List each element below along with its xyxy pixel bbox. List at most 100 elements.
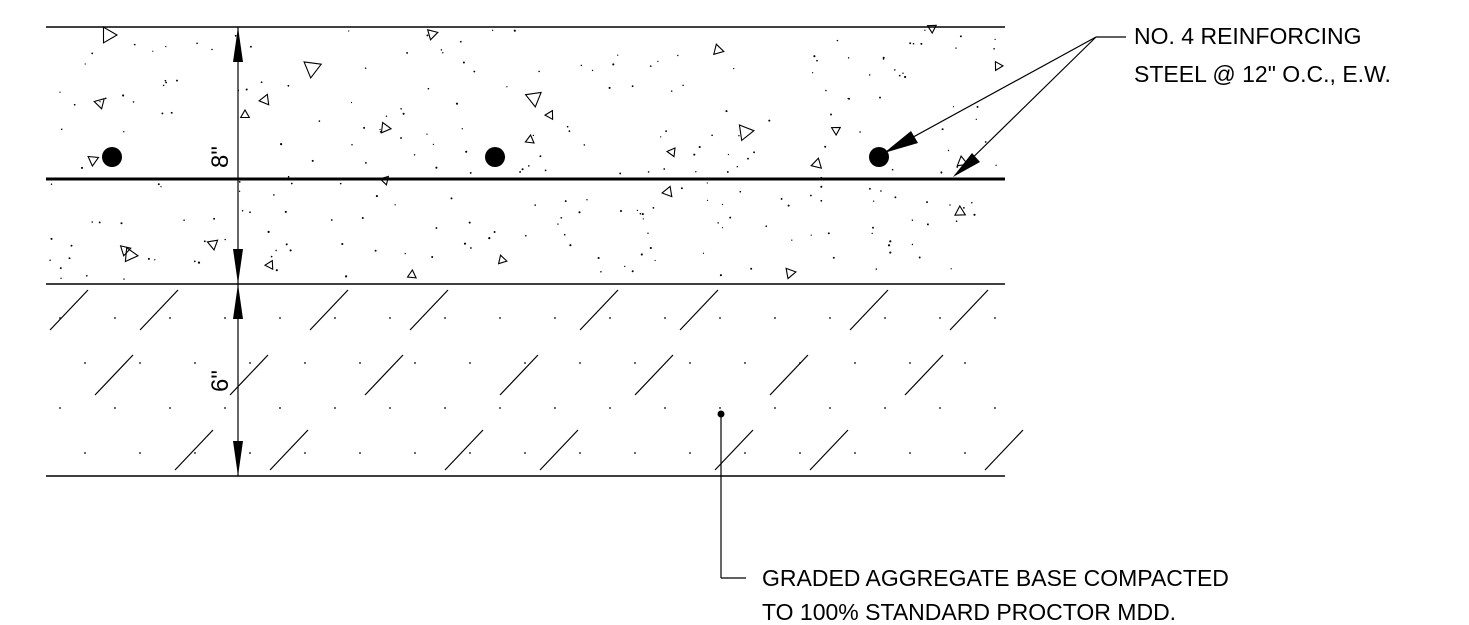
concrete-speck (275, 269, 278, 272)
concrete-speck (608, 86, 611, 89)
concrete-speck (165, 45, 167, 48)
base-speck (689, 452, 691, 454)
base-speck (609, 407, 611, 409)
concrete-speck (765, 225, 768, 228)
aggregate-triangle (380, 121, 393, 134)
concrete-speck (170, 111, 173, 114)
concrete-speck (984, 141, 987, 143)
concrete-speck (600, 271, 602, 273)
concrete-speck (440, 49, 443, 51)
base-speck (854, 362, 856, 364)
base-callout-line1: GRADED AGGREGATE BASE COMPACTED (762, 565, 1229, 591)
concrete-speck (612, 63, 615, 66)
base-speck (444, 317, 446, 319)
base-speck (334, 317, 336, 319)
base-speck (579, 452, 581, 454)
aggregate-triangle (524, 91, 542, 108)
concrete-speck (787, 204, 790, 207)
concrete-speck (747, 157, 749, 160)
concrete-speck (639, 212, 642, 215)
base-hatch-stroke (269, 429, 309, 471)
aggregate-triangle (263, 259, 274, 271)
concrete-speck (880, 190, 882, 192)
concrete-speck (810, 194, 812, 197)
concrete-speck (468, 221, 471, 224)
aggregate-triangle (665, 147, 676, 158)
concrete-speck (868, 187, 871, 190)
concrete-speck (733, 67, 735, 70)
concrete-speck (580, 64, 583, 67)
concrete-speck (284, 210, 287, 213)
concrete-speck (824, 145, 827, 148)
concrete-speck (527, 165, 530, 167)
concrete-speck (640, 253, 643, 256)
concrete-speck (290, 182, 293, 185)
rebar-callout-line1: NO. 4 REINFORCING (1134, 23, 1361, 49)
concrete-speck (631, 270, 634, 273)
slab-thickness-dimension: 8" (207, 27, 243, 284)
aggregate-triangle (406, 268, 418, 279)
concrete-speck (318, 120, 321, 122)
base-hatch-stroke (139, 289, 179, 331)
concrete-speck (241, 209, 244, 212)
base-speck (59, 317, 61, 319)
concrete-speck (721, 203, 724, 206)
aggregate-base-hatch (49, 289, 1024, 471)
concrete-speck (267, 230, 270, 233)
concrete-speck (99, 100, 101, 103)
base-speck (829, 317, 831, 319)
concrete-speck (649, 246, 652, 250)
base-thickness-dimension: 6" (207, 284, 243, 476)
concrete-speck (513, 29, 516, 32)
base-speck (469, 362, 471, 364)
concrete-speck (152, 50, 154, 52)
concrete-speck (249, 45, 252, 48)
base-speck (799, 452, 801, 454)
rebar-dot (102, 147, 122, 167)
concrete-speck (872, 226, 874, 229)
rebar-dot (485, 147, 505, 167)
concrete-slab-hatch (49, 24, 1005, 280)
base-speck (139, 362, 141, 364)
concrete-speck (753, 151, 756, 154)
concrete-speck (350, 101, 353, 104)
concrete-speck (706, 199, 709, 202)
concrete-speck (820, 185, 823, 188)
concrete-speck (636, 209, 639, 212)
concrete-speck (868, 74, 871, 76)
base-speck (414, 452, 416, 454)
concrete-speck (657, 60, 659, 63)
concrete-speck (120, 222, 123, 225)
concrete-speck (488, 237, 491, 240)
concrete-speck (825, 89, 827, 92)
aggregate-triangle (738, 124, 755, 142)
aggregate-triangle (87, 155, 100, 168)
base-hatch-stroke (904, 354, 944, 396)
concrete-speck (647, 232, 649, 234)
concrete-speck (647, 171, 650, 173)
concrete-speck (563, 233, 566, 236)
concrete-speck (956, 166, 959, 168)
concrete-speck (521, 168, 524, 171)
concrete-speck (810, 234, 812, 236)
base-speck (524, 452, 526, 454)
base-speck (389, 407, 391, 409)
base-speck (304, 362, 306, 364)
concrete-speck (791, 239, 793, 241)
concrete-speck (519, 170, 522, 173)
concrete-speck (455, 102, 459, 105)
base-hatch-stroke (634, 354, 674, 396)
base-speck (279, 317, 281, 319)
leader-arrow (884, 131, 918, 153)
concrete-speck (952, 106, 955, 108)
base-speck (634, 452, 636, 454)
concrete-speck (435, 166, 438, 169)
base-speck (224, 407, 226, 409)
concrete-speck (698, 145, 701, 149)
base-speck (719, 407, 721, 409)
concrete-speck (994, 38, 996, 41)
concrete-speck (909, 42, 912, 45)
base-speck (414, 362, 416, 364)
base-speck (884, 317, 886, 319)
